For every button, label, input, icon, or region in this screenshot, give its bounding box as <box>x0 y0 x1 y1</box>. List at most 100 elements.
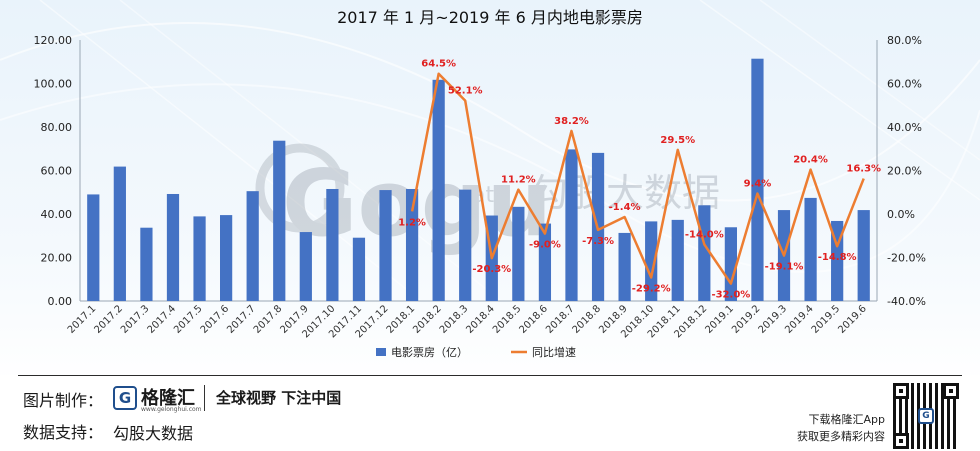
x-tick-label: 2019.1 <box>703 303 736 336</box>
growth-data-label: -29.2% <box>632 284 671 295</box>
y-left-tick-label: 100.00 <box>34 78 73 91</box>
x-tick-label: 2019.4 <box>783 303 816 336</box>
growth-data-label: 16.3% <box>846 164 881 175</box>
growth-data-label: 29.5% <box>660 135 695 146</box>
x-tick-label: 2017.8 <box>252 303 285 336</box>
bar <box>751 58 764 301</box>
data-source: 勾股大数据 <box>113 424 194 443</box>
x-tick-label: 2017.6 <box>199 303 232 336</box>
promo-line-1: 下载格隆汇App <box>808 413 886 426</box>
y-right-tick-label: 0.0% <box>887 208 915 221</box>
growth-line <box>410 72 865 285</box>
y-right-tick-label: -20.0% <box>887 252 926 265</box>
y-left-tick-label: 0.00 <box>48 295 73 308</box>
bar <box>671 219 684 301</box>
bar <box>193 216 206 301</box>
legend-bar-label: 电影票房（亿） <box>391 346 468 359</box>
y-right-tick-label: 40.0% <box>887 121 922 134</box>
x-tick-label: 2018.8 <box>571 303 604 336</box>
x-tick-label: 2019.6 <box>836 303 869 336</box>
brand-url: www.gelonghui.com <box>141 406 202 413</box>
y-right-tick-label: 60.0% <box>887 78 922 91</box>
qr-code[interactable]: G <box>891 381 961 451</box>
x-tick-label: 2017.4 <box>146 303 179 336</box>
x-tick-label: 2018.7 <box>544 303 577 336</box>
bar <box>645 221 658 301</box>
bar <box>804 197 817 301</box>
bar <box>565 149 578 301</box>
growth-data-label: -14.8% <box>818 252 857 263</box>
y-right-tick-label: -40.0% <box>887 295 926 308</box>
y-right-tick-label: 80.0% <box>887 34 922 47</box>
x-tick-label: 2017.1 <box>66 303 99 336</box>
bar <box>698 205 711 301</box>
background-decoration <box>40 0 980 300</box>
qr-finder-bottom-left <box>893 433 909 449</box>
qr-finder-top-right <box>943 383 959 399</box>
x-tick-label: 2018.3 <box>438 303 471 336</box>
bar <box>326 188 339 301</box>
bar <box>459 189 472 301</box>
y-left-tick-label: 40.00 <box>41 208 73 221</box>
x-tick-label: 2018.6 <box>518 303 551 336</box>
bar <box>87 194 100 301</box>
growth-data-label: -19.1% <box>765 262 804 273</box>
bar <box>538 223 552 301</box>
growth-data-label: 64.5% <box>421 59 456 70</box>
bar <box>618 232 631 301</box>
bar <box>405 188 419 301</box>
growth-data-label: 20.4% <box>793 155 828 166</box>
bar <box>352 237 366 301</box>
bar <box>273 140 286 301</box>
brand-slogan: 全球视野 下注中国 <box>216 389 342 407</box>
y-left-tick-label: 60.00 <box>41 165 73 178</box>
bar <box>379 190 392 301</box>
x-tick-label: 2019.5 <box>810 303 843 336</box>
x-tick-label: 2018.5 <box>491 303 524 336</box>
brand-separator <box>204 385 205 411</box>
qr-logo-icon: G <box>918 408 934 424</box>
watermark-cn-text: 勾股大数据 <box>530 171 720 215</box>
footer: 图片制作： G 格隆汇 www.gelonghui.com 全球视野 下注中国 … <box>0 375 980 451</box>
x-tick-label: 2017.3 <box>119 303 152 336</box>
qr-finder-top-left <box>893 383 909 399</box>
bar <box>166 193 180 301</box>
x-tick-label: 2019.2 <box>730 303 763 336</box>
growth-data-label: -32.0% <box>711 290 750 301</box>
line-series <box>410 72 865 285</box>
x-tick-label: 2019.3 <box>757 303 790 336</box>
growth-data-label: -20.3% <box>472 264 511 275</box>
brand-name: 格隆汇 <box>141 388 195 409</box>
data-support-label: 数据支持： <box>23 423 104 442</box>
x-tick-label: 2017.7 <box>225 303 258 336</box>
growth-data-label: -7.3% <box>582 236 614 247</box>
growth-data-label: -1.4% <box>609 202 641 213</box>
chart-canvas: Gogu data 勾股大数据 2017 年 1 月~2019 年 6 月内地电… <box>33 0 980 359</box>
growth-data-label: -14.0% <box>685 229 724 240</box>
growth-data-label: 9.4% <box>744 179 772 190</box>
bar <box>220 215 233 301</box>
x-tick-label: 2018.4 <box>464 303 497 336</box>
growth-data-label: 11.2% <box>501 175 536 186</box>
brand-logo-icon: G <box>113 386 137 410</box>
legend: 电影票房（亿） 同比增速 <box>376 345 576 359</box>
y-right-tick-label: 20.0% <box>887 165 922 178</box>
bar <box>432 79 445 302</box>
bar <box>724 227 737 301</box>
legend-line-label: 同比增速 <box>532 345 576 359</box>
legend-bar-swatch <box>376 348 386 356</box>
made-by-label: 图片制作： <box>23 391 104 410</box>
bar <box>299 232 312 301</box>
growth-data-label: 1.2% <box>398 217 426 228</box>
y-left-tick-label: 20.00 <box>41 252 73 265</box>
promo-line-2: 获取更多精彩内容 <box>797 430 885 443</box>
bar <box>113 166 126 301</box>
y-left-tick-label: 120.00 <box>34 34 73 47</box>
x-tick-label: 2018.1 <box>385 303 418 336</box>
bar <box>246 191 259 301</box>
footer-divider <box>18 375 962 376</box>
bar <box>140 227 153 301</box>
x-tick-label: 2018.2 <box>411 303 444 336</box>
y-left-tick-label: 80.00 <box>41 121 73 134</box>
